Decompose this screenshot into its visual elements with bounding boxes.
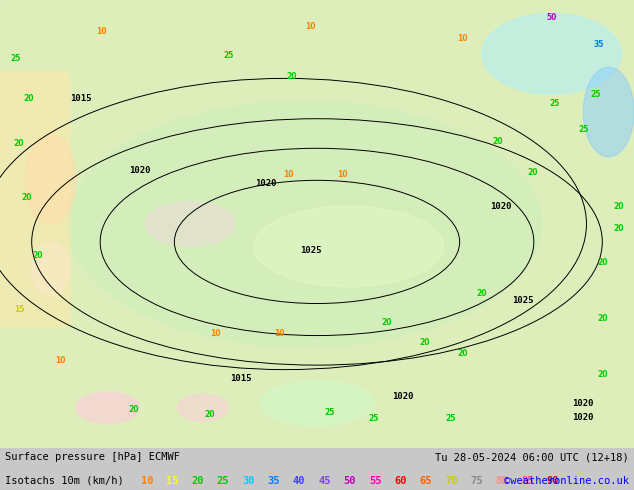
Ellipse shape: [67, 101, 542, 347]
Text: 20: 20: [613, 201, 623, 211]
Text: 20: 20: [22, 193, 32, 201]
Ellipse shape: [583, 67, 634, 157]
FancyBboxPatch shape: [0, 72, 70, 327]
Text: 20: 20: [382, 318, 392, 327]
Text: 20: 20: [527, 168, 538, 177]
Text: 55: 55: [369, 476, 382, 486]
Text: 10: 10: [55, 356, 65, 365]
Text: 1020: 1020: [573, 413, 594, 422]
Text: 65: 65: [420, 476, 432, 486]
Text: 25: 25: [11, 54, 21, 63]
Text: 25: 25: [369, 415, 379, 423]
Text: 20: 20: [458, 349, 468, 358]
Text: 20: 20: [493, 137, 503, 146]
Text: 60: 60: [394, 476, 407, 486]
Text: 10: 10: [283, 170, 294, 179]
Text: 50: 50: [344, 476, 356, 486]
Text: Tu 28-05-2024 06:00 UTC (12+18): Tu 28-05-2024 06:00 UTC (12+18): [435, 452, 629, 462]
Text: 25: 25: [223, 51, 233, 60]
Text: 10: 10: [458, 34, 468, 43]
Text: 20: 20: [128, 405, 138, 415]
Text: 25: 25: [445, 415, 455, 423]
Text: 35: 35: [268, 476, 280, 486]
Text: 30: 30: [242, 476, 255, 486]
Text: 1015: 1015: [70, 94, 92, 103]
Text: 25: 25: [325, 408, 335, 416]
Text: 50: 50: [547, 13, 557, 23]
Text: 25: 25: [591, 90, 601, 98]
Ellipse shape: [178, 394, 228, 421]
Text: 20: 20: [420, 338, 430, 347]
Text: 40: 40: [293, 476, 306, 486]
Text: 1020: 1020: [129, 166, 150, 175]
Text: 20: 20: [597, 258, 607, 267]
Text: Isotachs 10m (km/h): Isotachs 10m (km/h): [5, 476, 130, 486]
Text: 1020: 1020: [490, 201, 512, 211]
Text: 1020: 1020: [573, 399, 594, 408]
Text: 10: 10: [274, 329, 284, 338]
Text: 10: 10: [306, 23, 316, 31]
Text: 10: 10: [337, 170, 347, 179]
Text: 20: 20: [33, 251, 43, 260]
Text: 15: 15: [166, 476, 179, 486]
Text: ©weatheronline.co.uk: ©weatheronline.co.uk: [504, 476, 629, 486]
Text: 20: 20: [613, 224, 623, 233]
Ellipse shape: [146, 201, 235, 246]
Ellipse shape: [25, 134, 76, 224]
Text: 25: 25: [217, 476, 230, 486]
Text: 20: 20: [287, 72, 297, 81]
Text: Surface pressure [hPa] ECMWF: Surface pressure [hPa] ECMWF: [5, 452, 180, 462]
Text: 20: 20: [597, 369, 607, 379]
Text: 10: 10: [210, 329, 221, 338]
Ellipse shape: [76, 392, 139, 423]
Text: 1015: 1015: [230, 374, 252, 383]
Text: 70: 70: [445, 476, 458, 486]
Text: 45: 45: [318, 476, 331, 486]
Text: 20: 20: [14, 139, 24, 148]
Text: 85: 85: [521, 476, 534, 486]
Text: 20: 20: [204, 410, 214, 419]
Text: 80: 80: [496, 476, 508, 486]
Ellipse shape: [260, 381, 374, 426]
Ellipse shape: [32, 242, 70, 295]
Text: 35: 35: [594, 40, 604, 49]
Ellipse shape: [482, 13, 621, 94]
Text: 20: 20: [477, 289, 487, 298]
Text: 10: 10: [141, 476, 153, 486]
Text: 15: 15: [14, 305, 24, 314]
Text: 75: 75: [470, 476, 483, 486]
Text: 10: 10: [96, 27, 107, 36]
Ellipse shape: [254, 206, 444, 287]
Text: 20: 20: [191, 476, 204, 486]
Text: 20: 20: [597, 314, 607, 322]
Text: 20: 20: [23, 94, 34, 103]
Text: 25: 25: [578, 125, 588, 134]
Text: 25: 25: [550, 98, 560, 107]
Text: 1025: 1025: [300, 246, 321, 255]
Text: 90: 90: [547, 476, 559, 486]
Text: 1020: 1020: [392, 392, 413, 401]
Text: 1020: 1020: [256, 179, 277, 188]
Text: 1025: 1025: [512, 295, 534, 305]
